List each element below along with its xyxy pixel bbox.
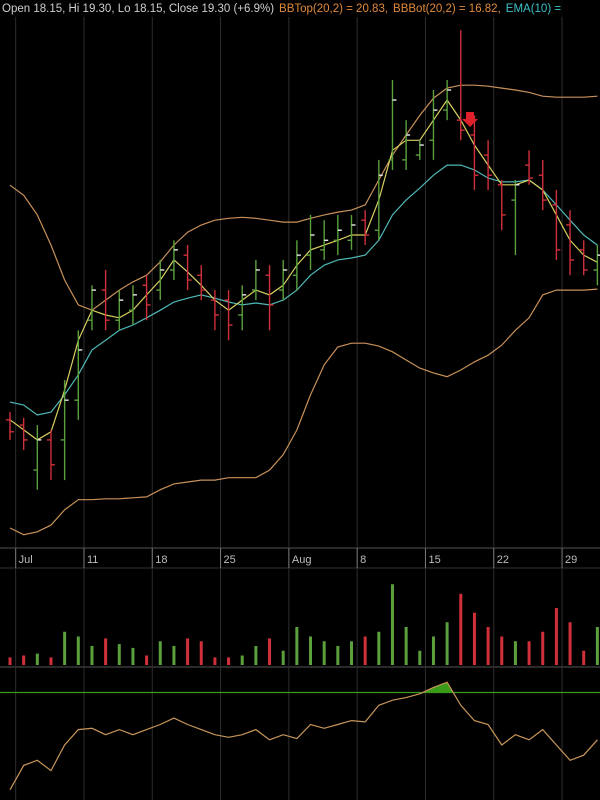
volume-bar [377, 631, 381, 665]
volume-bar [350, 641, 353, 665]
level-fill [422, 682, 454, 693]
volume-bar [8, 657, 12, 665]
volume-bar [568, 622, 572, 665]
volume-bar [145, 655, 149, 665]
volume-bar [459, 593, 463, 665]
x-tick-label: 25 [224, 554, 236, 566]
volume-bar [554, 608, 558, 665]
x-tick-label: Jul [19, 554, 33, 566]
oscillator-pane [0, 681, 600, 791]
volume-bar [281, 650, 285, 665]
volume-bar [49, 657, 53, 665]
header-background [0, 0, 600, 17]
overlay-line [9, 98, 598, 441]
volume-bar [158, 641, 162, 665]
x-tick-label: 15 [428, 554, 440, 566]
volume-bar [431, 636, 435, 665]
volume-bar [227, 657, 231, 665]
volume-bar [35, 653, 39, 665]
volume-bar [582, 650, 586, 665]
volume-bar [213, 657, 217, 665]
volume-pane [8, 584, 599, 665]
volume-bar [513, 641, 517, 665]
volume-bar [445, 622, 449, 665]
volume-bar [240, 655, 244, 665]
volume-bar [22, 655, 26, 665]
header-item: BBBot(20,2) = 16.82, [393, 3, 501, 15]
volume-bar [322, 641, 326, 665]
volume-bar [472, 612, 476, 665]
header-item: EMA(10) = [506, 3, 562, 15]
volume-bar [500, 636, 504, 665]
overlay-line [9, 288, 598, 536]
x-tick-label: 18 [155, 554, 167, 566]
volume-bar [268, 638, 272, 665]
grid-layer: Jul 11 18 25 Aug 8 15 22 29 [15, 0, 577, 800]
volume-bar [309, 636, 313, 665]
volume-bar [527, 641, 531, 665]
overlay-line [9, 84, 598, 311]
oscillator-line [9, 681, 598, 791]
x-tick-label: Aug [292, 554, 312, 566]
price-pane [6, 30, 600, 536]
signal-arrow [462, 112, 478, 127]
x-tick-label: 11 [87, 554, 98, 566]
volume-bar [186, 638, 190, 665]
header-item: Open 18.15, Hi 19.30, Lo 18.15, Close 19… [2, 3, 274, 15]
volume-bar [117, 644, 121, 665]
volume-bar [254, 646, 258, 665]
volume-bar [363, 636, 367, 665]
volume-bar [595, 627, 599, 665]
volume-bar [63, 631, 67, 665]
volume-bar [404, 627, 408, 665]
x-tick-label: 22 [497, 554, 509, 566]
volume-bar [104, 638, 108, 665]
volume-bar [295, 627, 299, 665]
volume-bar [90, 646, 94, 665]
volume-bar [131, 647, 135, 665]
x-tick-label: 8 [360, 554, 366, 566]
header-item: BBTop(20,2) = 20.83, [279, 3, 388, 15]
volume-bar [541, 631, 545, 665]
volume-bar [76, 636, 80, 665]
volume-bar [486, 627, 490, 665]
x-tick-label: 29 [565, 554, 577, 566]
volume-bar [390, 584, 394, 665]
header: Open 18.15, Hi 19.30, Lo 18.15, Close 19… [2, 3, 561, 15]
volume-bar [418, 650, 422, 665]
volume-bar [336, 646, 340, 665]
volume-bar [199, 641, 203, 665]
volume-bar [172, 646, 176, 665]
